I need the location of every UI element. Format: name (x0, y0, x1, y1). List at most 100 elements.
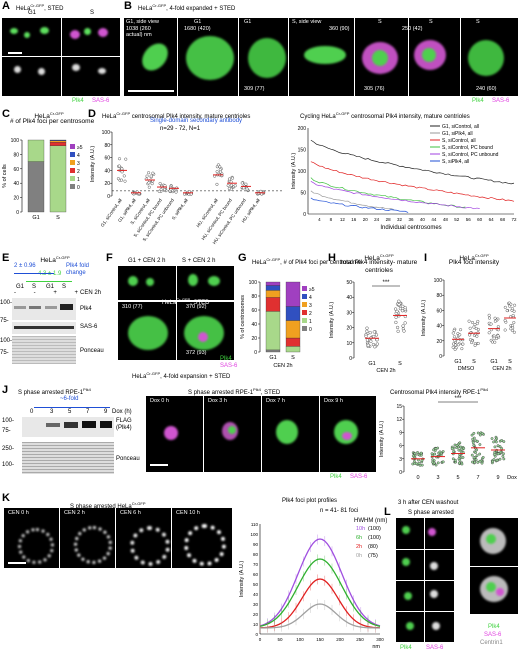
x-tick-label: 0 (259, 637, 262, 642)
legend-value: (100) (368, 535, 381, 541)
panel-b-tile-7-dim: 240 (60) (476, 86, 497, 92)
data-point (492, 440, 495, 444)
data-point (492, 458, 496, 461)
x-tick-label: 5 (456, 475, 459, 481)
legend-label: 4 (309, 295, 312, 301)
bar-segment (285, 306, 301, 321)
data-point (432, 448, 435, 452)
panel-b-tile-5-top: S (378, 19, 382, 25)
profile-line (259, 538, 381, 627)
panel-label-l: L (384, 506, 391, 518)
panel-b-title: HeLaCr-GFP, 4-fold expanded + STED (138, 3, 236, 12)
panel-j-t0: 0 (30, 409, 34, 415)
legend-swatch (302, 326, 307, 331)
panel-d-note1: Single-domain secondary antibody (150, 118, 243, 124)
legend-label: 1 (77, 177, 80, 183)
profile-line (259, 558, 381, 627)
data-point (503, 328, 507, 332)
y-tick-label: 80 (253, 552, 259, 557)
panel-l-right-sas6: SAS-6 (484, 632, 502, 638)
data-point (431, 458, 435, 462)
data-point (475, 439, 479, 443)
x-group-label: DMSO (458, 366, 475, 372)
panel-k-tile-6h: CEN 6 h (120, 510, 141, 516)
y-tick-label: 6 (399, 444, 402, 450)
data-point (496, 444, 500, 448)
y-axis-label: Intensity (A.U.) (291, 153, 297, 190)
panel-l-micrograph-right (470, 518, 518, 614)
sig-label: *** (454, 396, 462, 402)
y-tick-label: 60 (436, 308, 442, 314)
y-tick-label: 100 (11, 138, 20, 144)
data-point (441, 450, 445, 453)
panel-f-label2: S + CEN 2 h (182, 258, 216, 264)
data-point (453, 343, 457, 347)
panel-h-chart: 0 10 20 30 40 50 Intensity (A.U.) G1 S *** CEN 2h (329, 280, 408, 374)
x-tick-label: S (398, 361, 402, 367)
data-point (513, 303, 517, 307)
bar-segment (49, 139, 67, 141)
legend-swatch (302, 310, 307, 315)
panel-b-tile-3-dim: 309 (77) (244, 86, 265, 92)
legend-label: 2h (356, 544, 362, 550)
data-point (475, 334, 479, 338)
panel-b-tile-1-dim: 1038 (260 actual) nm (126, 26, 152, 38)
data-point (403, 306, 407, 310)
data-point (118, 157, 122, 161)
bar-segment (285, 281, 301, 307)
panel-j-right-title: Centrosomal Plk4 intensity RPE-1Plk4 (390, 387, 489, 396)
data-point (457, 448, 461, 452)
y-tick-label: 80 (13, 152, 19, 158)
data-point (470, 433, 474, 437)
y-tick-label: 10 (253, 622, 259, 627)
y-axis-label: Intensity (A.U.) (329, 302, 335, 339)
data-point (229, 183, 233, 187)
x-tick-label: 9 (496, 475, 499, 481)
panel-label-k: K (2, 492, 10, 504)
panel-e-blot-ponceau (12, 336, 76, 364)
legend-value: (100) (368, 526, 381, 532)
y-axis-label: % of cells (2, 164, 8, 188)
y-tick-label: 50 (253, 582, 259, 587)
x-tick-label: 12 (340, 217, 346, 222)
legend-label: 6h (356, 535, 362, 541)
data-point (420, 459, 424, 462)
panel-b-tile-4-top: S, side view (292, 19, 322, 25)
panel-e-lane3: G1 (46, 284, 55, 290)
panel-l-sas6-label: SAS-6 (426, 645, 444, 651)
data-point (451, 331, 455, 335)
data-point (450, 447, 454, 451)
y-tick-label: 12 (396, 417, 402, 423)
panel-j-band-ponceau: Ponceau (116, 456, 140, 462)
x-tick-label: S (472, 359, 476, 365)
data-point (496, 325, 500, 329)
data-point (395, 309, 399, 313)
data-point (233, 184, 237, 188)
legend-label: S, siControl, PC bound (442, 145, 493, 151)
data-point (468, 338, 472, 342)
panel-f-caption: HeLaCr-GFP, 4-fold expansion + STED (132, 371, 231, 380)
bar-segment (265, 349, 281, 353)
panel-c-chart: 0 20 40 60 80 100 % of cells G1 S ≥5 4 3 2 1 0 (2, 138, 83, 221)
bar-segment (285, 337, 301, 347)
bar-segment (49, 142, 67, 146)
data-point (487, 331, 491, 335)
series-line (310, 139, 515, 185)
data-point (500, 447, 504, 450)
panel-j-sas6-label: SAS-6 (350, 474, 368, 480)
panel-a-plk4-label: Plk4 (72, 98, 84, 104)
panel-b-tile-4-dim: 360 (90) (329, 26, 350, 32)
y-tick-label: 9 (399, 430, 402, 436)
y-tick-label: 20 (13, 196, 19, 202)
data-point (472, 325, 476, 329)
data-point (419, 451, 423, 455)
data-point (150, 182, 154, 186)
data-point (400, 309, 405, 313)
panel-f-dim1: 310 (77) (122, 304, 143, 310)
data-point (163, 187, 167, 191)
y-tick-label: 40 (253, 592, 259, 597)
data-point (373, 345, 377, 349)
y-tick-label: 40 (104, 168, 110, 174)
y-tick-label: 0 (16, 210, 19, 216)
data-point (157, 189, 161, 193)
